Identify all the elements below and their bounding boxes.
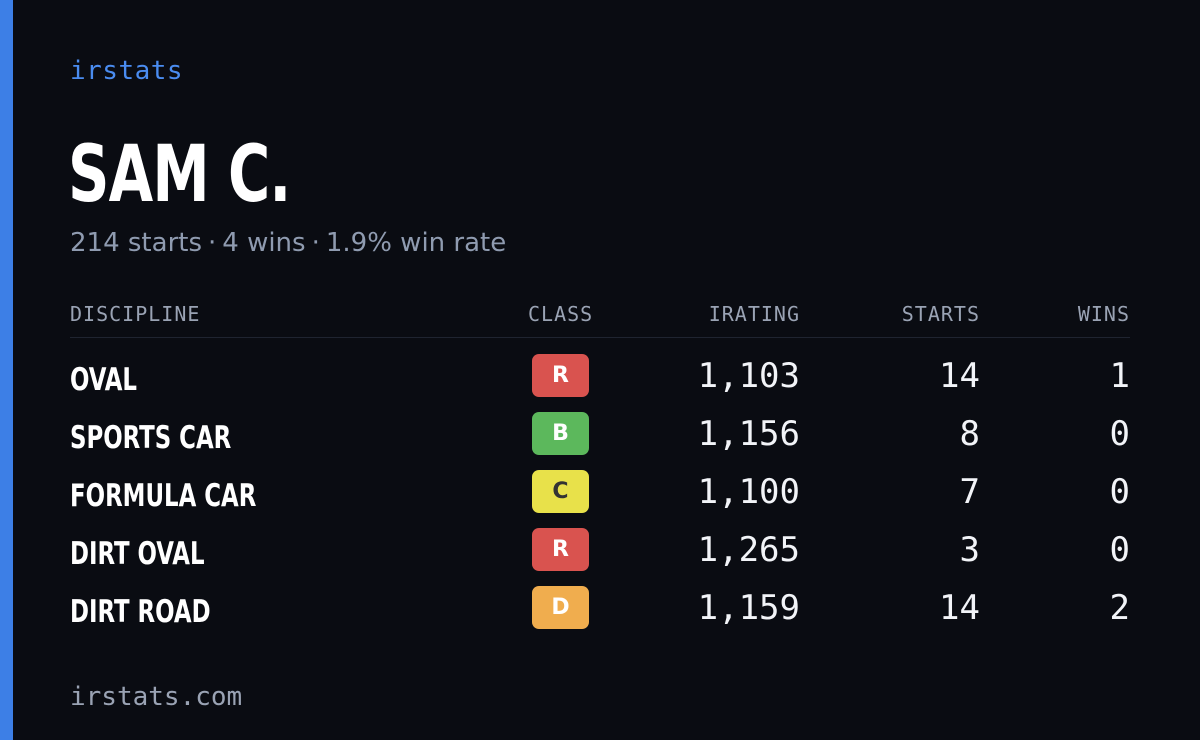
driver-name: SAM C.	[68, 130, 291, 220]
class-badge: D	[532, 586, 589, 629]
class-badge: R	[532, 528, 589, 571]
separator: ·	[208, 228, 217, 258]
footer-url: irstats.com	[70, 682, 243, 712]
irating-value: 1,103	[697, 356, 800, 396]
wins-value: 0	[1109, 472, 1130, 512]
class-badge: B	[532, 412, 589, 455]
table-row: OVAL R 1,103 14 1	[70, 352, 1130, 410]
irating-value: 1,159	[697, 588, 800, 628]
brand-logo: irstats	[70, 56, 184, 86]
class-badge: R	[532, 354, 589, 397]
header-irating: IRATING	[708, 302, 800, 326]
discipline-name: SPORTS CAR	[70, 420, 232, 456]
starts-value: 14	[939, 356, 980, 396]
separator: ·	[311, 228, 320, 258]
discipline-name: OVAL	[70, 362, 138, 398]
wins-value: 1	[1109, 356, 1130, 396]
irating-value: 1,265	[697, 530, 800, 570]
header-wins: WINS	[1077, 302, 1130, 326]
class-badge: C	[532, 470, 589, 513]
table-row: FORMULA CAR C 1,100 7 0	[70, 468, 1130, 526]
accent-bar	[0, 0, 13, 740]
starts-value: 7	[959, 472, 980, 512]
irating-value: 1,100	[697, 472, 800, 512]
starts-count: 214 starts	[70, 228, 202, 258]
wins-count: 4 wins	[222, 228, 306, 258]
discipline-name: FORMULA CAR	[70, 478, 257, 514]
irating-value: 1,156	[697, 414, 800, 454]
wins-value: 0	[1109, 414, 1130, 454]
starts-value: 3	[959, 530, 980, 570]
header-class: CLASS	[528, 302, 594, 326]
win-rate: 1.9% win rate	[325, 228, 507, 258]
header-starts: STARTS	[901, 302, 980, 326]
wins-value: 0	[1109, 530, 1130, 570]
discipline-name: DIRT OVAL	[70, 536, 205, 572]
table-header: DISCIPLINE CLASS IRATING STARTS WINS	[70, 300, 1130, 338]
header-discipline: DISCIPLINE	[70, 302, 201, 326]
driver-summary: 214 starts · 4 wins · 1.9% win rate	[70, 228, 506, 258]
table-row: DIRT OVAL R 1,265 3 0	[70, 526, 1130, 584]
discipline-name: DIRT ROAD	[70, 594, 211, 630]
wins-value: 2	[1109, 588, 1130, 628]
stats-table: OVAL R 1,103 14 1 SPORTS CAR B 1,156 8 0…	[70, 352, 1130, 642]
starts-value: 8	[959, 414, 980, 454]
starts-value: 14	[939, 588, 980, 628]
table-row: SPORTS CAR B 1,156 8 0	[70, 410, 1130, 468]
table-row: DIRT ROAD D 1,159 14 2	[70, 584, 1130, 642]
